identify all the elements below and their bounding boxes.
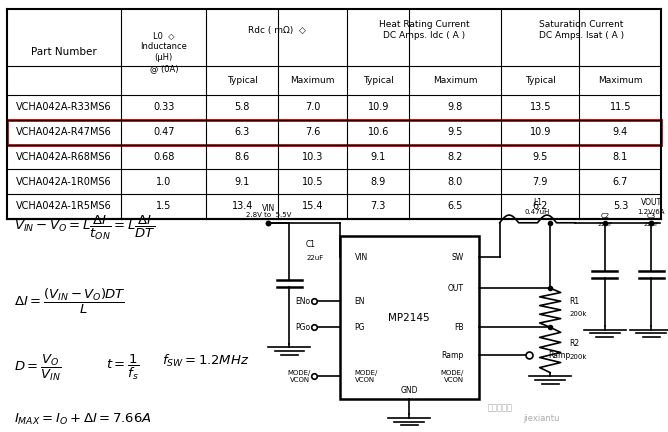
Text: FB: FB: [454, 323, 464, 332]
Text: OUT: OUT: [448, 284, 464, 292]
Text: 6.7: 6.7: [613, 177, 628, 187]
Text: 2.8V to  5.5V: 2.8V to 5.5V: [246, 212, 291, 218]
Text: C1: C1: [306, 240, 316, 249]
Text: 6.5: 6.5: [448, 201, 463, 211]
Text: VIN: VIN: [355, 253, 367, 262]
Text: 10.9: 10.9: [530, 127, 551, 137]
Text: C2: C2: [601, 213, 609, 219]
Text: MODE/
VCON: MODE/ VCON: [355, 370, 378, 383]
Text: Typical: Typical: [525, 76, 556, 85]
Text: MODE/
VCON: MODE/ VCON: [440, 370, 464, 383]
Text: R1: R1: [569, 297, 579, 305]
Text: Maximum: Maximum: [598, 76, 643, 85]
Text: 9.5: 9.5: [532, 152, 548, 162]
Text: 8.9: 8.9: [371, 177, 386, 187]
Text: Ramp: Ramp: [442, 350, 464, 359]
Text: VCHA042A-R33MS6: VCHA042A-R33MS6: [16, 102, 112, 112]
Text: 10.5: 10.5: [302, 177, 323, 187]
Text: 9.5: 9.5: [448, 127, 463, 137]
Text: Typical: Typical: [363, 76, 393, 85]
Text: 13.4: 13.4: [232, 201, 253, 211]
Text: VOUT: VOUT: [641, 198, 662, 207]
Bar: [340, 236, 479, 399]
Text: 7.6: 7.6: [305, 127, 321, 137]
Text: 200k: 200k: [569, 353, 587, 359]
Text: 9.1: 9.1: [234, 177, 250, 187]
Text: 8.6: 8.6: [234, 152, 250, 162]
Text: 1.2V/6A: 1.2V/6A: [637, 209, 665, 215]
Text: VCHA042A-R47MS6: VCHA042A-R47MS6: [16, 127, 112, 137]
Text: VCHA042A-1R0MS6: VCHA042A-1R0MS6: [16, 177, 112, 187]
Text: 15.4: 15.4: [302, 201, 323, 211]
Text: Saturation Current
DC Amps. Isat ( A ): Saturation Current DC Amps. Isat ( A ): [538, 20, 624, 40]
Text: 6.3: 6.3: [234, 127, 250, 137]
Text: R2: R2: [569, 339, 579, 348]
Text: 0.47: 0.47: [153, 127, 174, 137]
Text: 10.6: 10.6: [367, 127, 389, 137]
Text: 1.0: 1.0: [156, 177, 172, 187]
Text: MODE/
VCON: MODE/ VCON: [287, 370, 310, 383]
Text: 1.5: 1.5: [156, 201, 172, 211]
Text: 10.3: 10.3: [302, 152, 323, 162]
Text: 13.5: 13.5: [530, 102, 551, 112]
Text: PG: PG: [355, 323, 365, 332]
Text: Maximum: Maximum: [433, 76, 478, 85]
Text: L1: L1: [533, 198, 542, 207]
Text: 0.68: 0.68: [153, 152, 174, 162]
Text: 10.9: 10.9: [367, 102, 389, 112]
Text: 200k: 200k: [569, 311, 587, 318]
Text: C3: C3: [647, 213, 656, 219]
Text: VCHA042A-1R5MS6: VCHA042A-1R5MS6: [16, 201, 112, 211]
Text: 22uF: 22uF: [643, 222, 659, 228]
Bar: [7, 120, 661, 145]
Text: PGo: PGo: [295, 323, 310, 332]
Text: 7.3: 7.3: [371, 201, 386, 211]
Text: 电路一点通: 电路一点通: [487, 403, 512, 413]
Text: Maximum: Maximum: [291, 76, 335, 85]
Text: L0  ◇
Inductance
(μH)
@ (0A): L0 ◇ Inductance (μH) @ (0A): [140, 31, 187, 73]
Text: 8.1: 8.1: [613, 152, 628, 162]
Text: jiexiantu: jiexiantu: [524, 414, 560, 423]
Text: EN: EN: [355, 297, 365, 306]
Text: Part Number: Part Number: [31, 47, 97, 57]
Text: GND: GND: [400, 386, 418, 395]
Text: 8.0: 8.0: [448, 177, 463, 187]
Text: Heat Rating Current
DC Amps. Idc ( A ): Heat Rating Current DC Amps. Idc ( A ): [379, 20, 470, 40]
Text: Typical: Typical: [227, 76, 258, 85]
Text: 0.33: 0.33: [153, 102, 174, 112]
Text: 22uF: 22uF: [306, 255, 323, 261]
Text: 5.8: 5.8: [234, 102, 250, 112]
Text: $\Delta I = \dfrac{(V_{IN} - V_O)DT}{L}$: $\Delta I = \dfrac{(V_{IN} - V_O)DT}{L}$: [14, 287, 126, 316]
Text: Rdc ( mΩ)  ◇: Rdc ( mΩ) ◇: [248, 26, 306, 35]
Text: 9.8: 9.8: [448, 102, 463, 112]
Text: 22uF: 22uF: [597, 222, 613, 228]
Text: 5.3: 5.3: [613, 201, 628, 211]
Text: 9.1: 9.1: [371, 152, 386, 162]
Text: VCHA042A-R68MS6: VCHA042A-R68MS6: [16, 152, 112, 162]
Text: MP2145: MP2145: [388, 312, 430, 323]
Text: 6.2: 6.2: [532, 201, 548, 211]
Text: $f_{SW} = 1.2MHz$: $f_{SW} = 1.2MHz$: [162, 353, 250, 369]
Text: $t = \dfrac{1}{f_s}$: $t = \dfrac{1}{f_s}$: [106, 353, 139, 382]
Text: VIN: VIN: [262, 204, 275, 213]
Text: $D = \dfrac{V_O}{V_{IN}}$: $D = \dfrac{V_O}{V_{IN}}$: [14, 353, 61, 383]
Text: 7.9: 7.9: [532, 177, 548, 187]
Text: 11.5: 11.5: [610, 102, 631, 112]
Text: SW: SW: [452, 253, 464, 262]
Text: 9.4: 9.4: [613, 127, 628, 137]
Text: 7.0: 7.0: [305, 102, 321, 112]
Text: Ramp: Ramp: [548, 350, 570, 359]
Text: ENo: ENo: [295, 297, 310, 306]
Text: $V_{IN} - V_O = L\dfrac{\Delta I}{t_{ON}} = L\dfrac{\Delta I}{DT}$: $V_{IN} - V_O = L\dfrac{\Delta I}{t_{ON}…: [14, 214, 156, 242]
Text: 0.47uH: 0.47uH: [525, 209, 550, 215]
Text: $I_{MAX} = I_O + \Delta I = 7.66A$: $I_{MAX} = I_O + \Delta I = 7.66A$: [14, 412, 152, 427]
Text: 8.2: 8.2: [448, 152, 463, 162]
